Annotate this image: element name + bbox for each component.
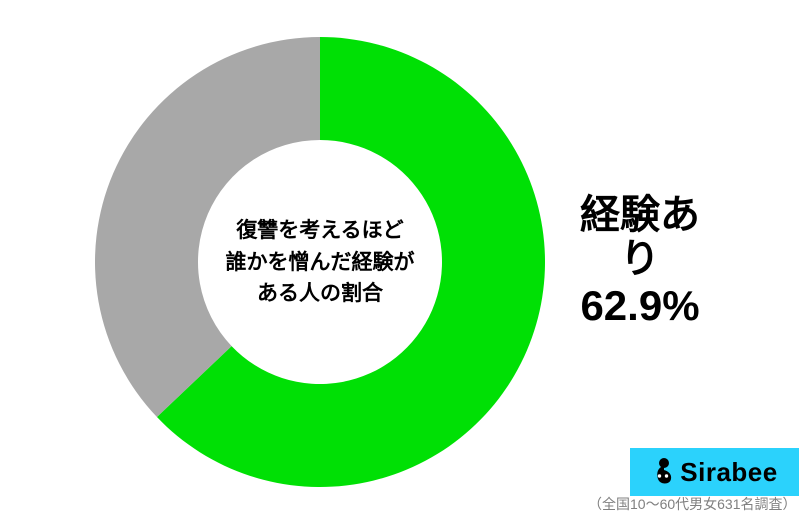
sirabee-logo: Sirabee: [630, 448, 799, 496]
sirabee-logo-icon: [652, 457, 676, 487]
source-note: （全国10～60代男女631名調査）: [588, 494, 797, 514]
chart-callout: 経験あり 62.9%: [561, 193, 720, 331]
infographic-stage: 復讐を考えるほど 誰かを憎んだ経験が ある人の割合 経験あり 62.9% Sir…: [0, 0, 799, 527]
callout-value: 62.9%: [561, 281, 720, 331]
callout-title: 経験あり: [561, 193, 720, 281]
chart-center-label: 復讐を考えるほど 誰かを憎んだ経験が ある人の割合: [226, 215, 415, 310]
sirabee-logo-text: Sirabee: [680, 457, 777, 488]
